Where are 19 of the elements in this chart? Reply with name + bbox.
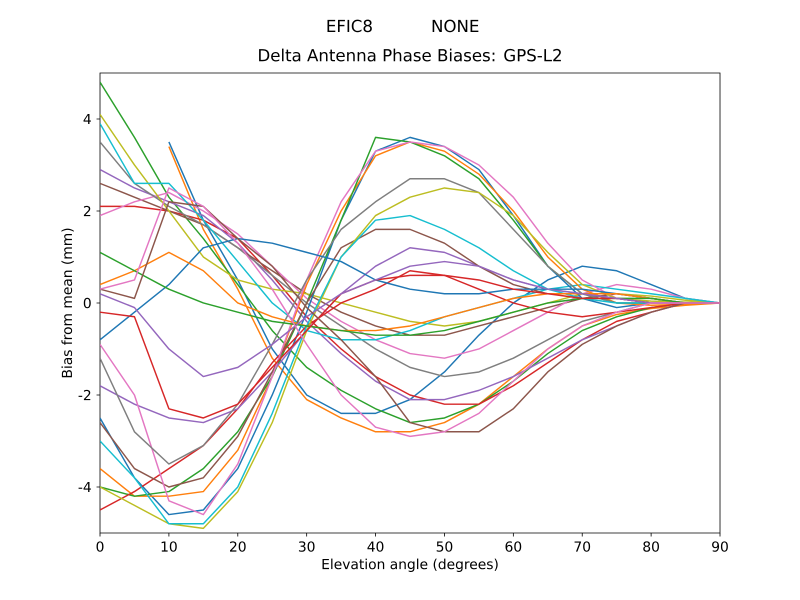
x-tick-label: 70 [574,541,590,552]
chart-title: EFIC8 NONE [327,20,478,32]
x-tick-label: 90 [712,541,728,552]
x-tick-label: 10 [162,541,177,552]
x-tick-label: 30 [298,541,315,552]
x-tick-label: 20 [230,541,246,552]
chart-subtitle: Delta Antenna Phase Biases: GPS-L2 [259,48,561,62]
x-tick-label: 80 [643,541,659,552]
x-tick-label: 0 [96,541,104,552]
y-tick-label: 0 [84,298,91,308]
x-tick-label: 40 [367,541,384,552]
y-axis-title: Bias from mean (mm) [61,228,74,378]
x-tick-label: 60 [506,541,522,552]
x-tick-label: 50 [436,541,452,552]
y-tick-label: -2 [78,390,90,400]
x-axis-title: Elevation angle (degrees) [322,558,498,572]
y-tick-label: 4 [84,114,91,124]
y-tick-label: 2 [84,206,90,216]
y-tick-label: -4 [78,482,91,492]
